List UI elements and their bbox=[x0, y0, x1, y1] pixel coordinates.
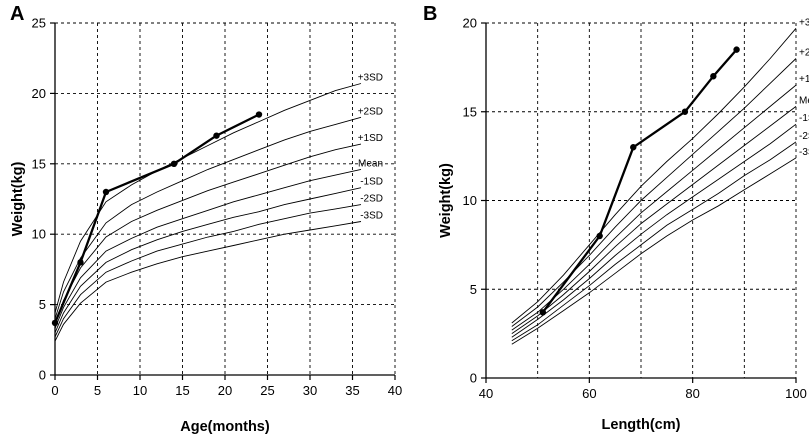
y-tick-label: 10 bbox=[32, 227, 46, 242]
sd-curve-label: -3SD bbox=[360, 211, 383, 222]
y-tick-label: 5 bbox=[470, 282, 477, 297]
sd-curve-label: -2SD bbox=[799, 131, 809, 142]
panel-a: A 0 5 10 15 20 25 30 35 40 0 5 10 15 20 25 Age(months) We… bbox=[10, 3, 402, 435]
y-axis-title: Weight(kg) bbox=[438, 163, 454, 238]
x-tick-label: 40 bbox=[388, 383, 402, 398]
sd-curve-minus3sd bbox=[511, 157, 797, 345]
sd-curve-label: +2SD bbox=[799, 48, 809, 59]
x-tick-label: 25 bbox=[260, 383, 274, 398]
sd-curve-minus1sd bbox=[511, 123, 797, 338]
panel-b: B 40 60 80 100 0 5 10 15 20 Length(cm) Weight(kg) +3… bbox=[423, 3, 809, 433]
sd-curve-label: -1SD bbox=[799, 113, 809, 124]
sd-curve-plus2sd bbox=[54, 116, 362, 319]
sd-curve-plus2sd bbox=[511, 58, 797, 327]
sd-curve-label: +1SD bbox=[799, 74, 809, 85]
y-tick-label: 20 bbox=[32, 86, 46, 101]
patient-data-point bbox=[681, 108, 689, 115]
sd-curve-minus2sd bbox=[54, 204, 362, 338]
x-tick-label: 40 bbox=[479, 386, 493, 401]
sd-curve-plus1sd bbox=[511, 84, 797, 331]
patient-data-point bbox=[539, 309, 547, 316]
y-tick-label: 0 bbox=[470, 371, 477, 386]
sd-curve-plus1sd bbox=[54, 143, 362, 325]
sd-curve-mean bbox=[511, 106, 797, 334]
sd-curve-label: Mean bbox=[799, 95, 809, 106]
sd-curve-label: Mean bbox=[358, 158, 383, 169]
x-tick-label: 30 bbox=[303, 383, 317, 398]
y-tick-label: 15 bbox=[463, 104, 477, 119]
sd-curve-label: +2SD bbox=[358, 106, 383, 117]
panel-label-a: A bbox=[10, 3, 24, 25]
patient-data-point bbox=[630, 144, 637, 151]
patient-data-point bbox=[710, 73, 717, 80]
y-tick-label: 25 bbox=[32, 16, 46, 31]
x-axis-title: Length(cm) bbox=[602, 417, 681, 433]
sd-curve-minus3sd bbox=[54, 221, 362, 342]
patient-growth-line bbox=[541, 48, 738, 313]
patient-data-point bbox=[213, 132, 220, 139]
sd-curve-label: -3SD bbox=[799, 147, 809, 158]
y-tick-label: 15 bbox=[32, 156, 46, 171]
sd-curve-mean bbox=[54, 168, 362, 329]
x-tick-label: 35 bbox=[345, 383, 359, 398]
x-tick-label: 10 bbox=[133, 383, 147, 398]
sd-curve-minus2sd bbox=[511, 141, 797, 342]
sd-curve-label: +3SD bbox=[358, 73, 383, 84]
patient-data-point bbox=[51, 319, 59, 327]
x-tick-label: 5 bbox=[94, 383, 101, 398]
y-tick-label: 5 bbox=[39, 297, 46, 312]
sd-curve-label: +1SD bbox=[358, 133, 383, 144]
panel-label-b: B bbox=[423, 3, 437, 25]
patient-data-point bbox=[596, 232, 603, 240]
patient-data-point bbox=[255, 111, 263, 118]
sd-curve-label: +3SD bbox=[799, 17, 809, 28]
sd-curve-plus3sd bbox=[511, 28, 797, 324]
x-tick-label: 15 bbox=[175, 383, 189, 398]
y-tick-label: 0 bbox=[39, 368, 46, 383]
x-axis-title: Age(months) bbox=[180, 419, 270, 435]
x-tick-label: 0 bbox=[51, 383, 58, 398]
y-tick-label: 10 bbox=[463, 193, 477, 208]
x-tick-label: 60 bbox=[582, 386, 596, 401]
x-tick-label: 80 bbox=[685, 386, 699, 401]
sd-curve-label: -2SD bbox=[360, 194, 383, 205]
patient-data-point bbox=[170, 160, 178, 167]
x-tick-label: 20 bbox=[218, 383, 232, 398]
y-tick-label: 20 bbox=[463, 16, 477, 31]
patient-data-point bbox=[102, 188, 110, 196]
patient-data-point bbox=[733, 46, 740, 53]
sd-curve-minus1sd bbox=[54, 187, 362, 333]
sd-curve-label: -1SD bbox=[360, 177, 383, 188]
x-tick-label: 100 bbox=[785, 386, 807, 401]
patient-growth-line bbox=[53, 113, 260, 324]
patient-data-point bbox=[77, 259, 84, 266]
y-axis-title: Weight(kg) bbox=[10, 162, 26, 237]
sd-curve-plus3sd bbox=[54, 83, 362, 314]
